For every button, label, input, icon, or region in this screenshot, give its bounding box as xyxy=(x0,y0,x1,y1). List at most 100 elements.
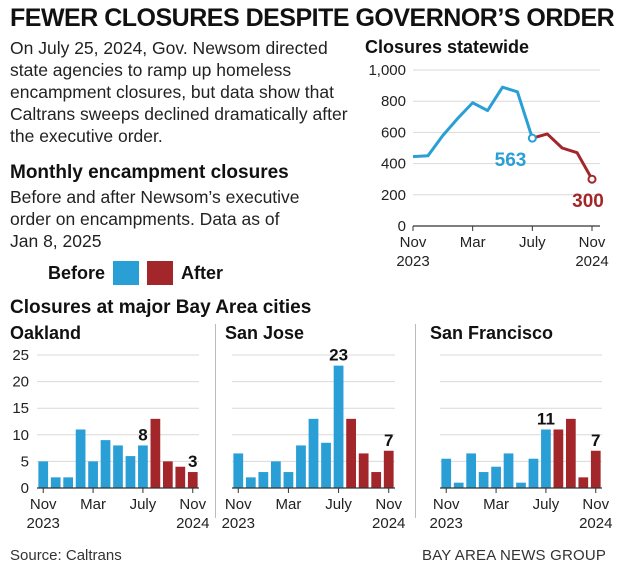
bar-after xyxy=(371,472,382,488)
bar-before xyxy=(308,418,319,488)
chart-title: Closures statewide xyxy=(365,37,529,57)
legend-after-swatch xyxy=(147,261,174,285)
bar-before xyxy=(125,456,136,488)
bar-after xyxy=(590,450,601,488)
bar-before xyxy=(63,477,74,488)
bar-before xyxy=(453,482,464,488)
bar-after xyxy=(187,472,198,488)
data-label-before: 23 xyxy=(329,346,348,365)
statewide-line-chart: Closures statewide 0 200 400 600 800 1,000 Nov 2… xyxy=(365,37,609,270)
x-tick-label: July xyxy=(533,496,560,513)
monthly-description: Before and after Newsom’s executive orde… xyxy=(10,187,300,251)
y-tick-label: 15 xyxy=(12,400,29,417)
monthly-title: Monthly encampment closures xyxy=(10,162,289,183)
bar-before xyxy=(516,482,526,488)
bar-before xyxy=(283,472,294,488)
y-tick-label: 5 xyxy=(21,453,29,470)
bar-before xyxy=(50,477,61,488)
x-tick-label: Nov xyxy=(400,234,427,251)
bar-before xyxy=(75,429,86,488)
bar-before xyxy=(245,477,256,488)
bar-after xyxy=(162,461,173,488)
data-label-before: 563 xyxy=(495,150,527,171)
intro-text: On July 25, 2024, Gov. Newsom directed s… xyxy=(10,38,348,146)
oakland-bar-chart: Oakland 0 5 10 15 20 25 Nov 2023 Mar July Nov 2024 8 3 xyxy=(10,323,209,532)
san-jose-bar-chart: San Jose Nov 2023 Mar July Nov 2024 23 7 xyxy=(215,323,405,532)
bar-before xyxy=(113,445,123,488)
x-tick-label: Mar xyxy=(80,496,106,513)
x-tick-label: Nov xyxy=(375,496,402,513)
x-tick-label-year: 2023 xyxy=(430,515,463,532)
y-tick-label: 600 xyxy=(381,124,406,141)
bar-after xyxy=(346,418,357,488)
bar-after xyxy=(358,453,369,488)
chart-title: San Francisco xyxy=(430,323,553,343)
x-tick-label-year: 2024 xyxy=(372,515,405,532)
bar-before xyxy=(258,472,269,488)
y-tick-label: 0 xyxy=(398,218,406,235)
bar-before xyxy=(321,442,331,488)
bar-before xyxy=(233,453,244,488)
x-tick-label: July xyxy=(519,234,546,251)
x-tick-label: July xyxy=(130,496,157,513)
x-tick-label: Nov xyxy=(582,496,609,513)
x-tick-label: Nov xyxy=(179,496,206,513)
series-line-before xyxy=(412,85,534,159)
x-tick-label: Nov xyxy=(579,234,606,251)
source-note: Source: Caltrans xyxy=(10,547,122,564)
data-label-after: 3 xyxy=(188,452,197,471)
bar-after xyxy=(383,450,394,488)
y-tick-label: 400 xyxy=(381,156,406,173)
headline: FEWER CLOSURES DESPITE GOVERNOR’S ORDER xyxy=(10,4,615,32)
bar-before xyxy=(138,445,148,488)
legend-after-label: After xyxy=(181,262,224,283)
bar-before xyxy=(466,453,477,488)
y-tick-label: 0 xyxy=(21,480,29,497)
bar-before xyxy=(270,461,281,488)
bar-before xyxy=(88,461,98,488)
y-tick-label: 800 xyxy=(381,93,406,110)
credit-line: BAY AREA NEWS GROUP xyxy=(422,547,607,564)
bar-before xyxy=(478,472,489,488)
point-before-end xyxy=(527,133,537,143)
bar-after xyxy=(578,477,589,488)
data-label-after: 7 xyxy=(384,431,393,450)
x-tick-label-year: 2024 xyxy=(579,515,612,532)
chart-title: Oakland xyxy=(10,323,81,343)
san-francisco-bar-chart: San Francisco Nov 2023 Mar July Nov 2024 11 7 xyxy=(415,323,612,532)
bar-before xyxy=(333,365,344,488)
point-after-end xyxy=(587,174,597,184)
y-tick-label: 200 xyxy=(381,187,406,204)
x-tick-label-year: 2023 xyxy=(27,515,60,532)
x-tick-label: Mar xyxy=(276,496,302,513)
bar-before xyxy=(503,453,514,488)
data-label-after: 7 xyxy=(591,431,600,450)
x-tick-label: Nov xyxy=(30,496,57,513)
data-label-before: 8 xyxy=(138,425,147,444)
x-tick-label: Mar xyxy=(460,234,486,251)
data-label-after: 300 xyxy=(572,191,604,212)
y-tick-label: 20 xyxy=(12,374,29,391)
bar-after xyxy=(175,466,186,488)
x-tick-label: July xyxy=(325,496,352,513)
data-label-before: 11 xyxy=(537,409,555,428)
x-tick-label: Mar xyxy=(483,496,509,513)
legend-before-label: Before xyxy=(48,262,106,283)
bar-after xyxy=(553,429,564,488)
y-tick-label: 1,000 xyxy=(368,62,406,79)
x-tick-label: Nov xyxy=(225,496,252,513)
bar-before xyxy=(296,445,306,488)
bar-before xyxy=(100,440,111,488)
x-tick-label-year: 2023 xyxy=(222,515,255,532)
bar-before xyxy=(491,466,501,488)
series-line-after xyxy=(531,132,594,180)
chart-title: San Jose xyxy=(225,323,304,343)
y-tick-label: 10 xyxy=(12,427,29,444)
x-tick-label-year: 2024 xyxy=(176,515,209,532)
bar-before xyxy=(528,458,539,488)
y-tick-label: 25 xyxy=(12,347,29,364)
legend-before-swatch xyxy=(113,261,140,285)
legend: Before After xyxy=(48,261,223,285)
x-tick-label: Nov xyxy=(433,496,460,513)
bar-after xyxy=(150,418,161,488)
